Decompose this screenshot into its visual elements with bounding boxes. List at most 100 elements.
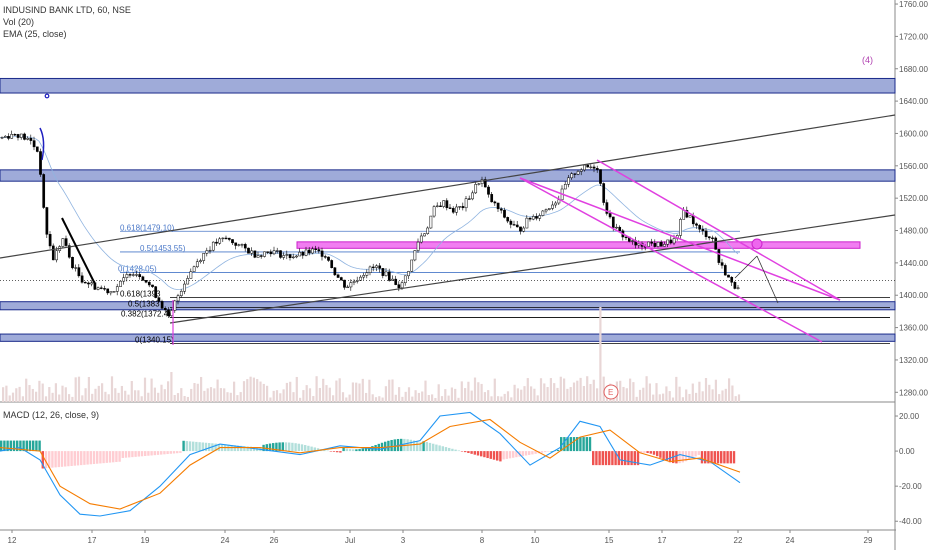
volume-bar [437,384,440,402]
macd-histogram-bar [489,451,492,459]
macd-histogram-bar [665,451,668,462]
symbol-title[interactable]: INDUSIND BANK LTD, 60, NSE [3,5,131,15]
macd-histogram-bar [441,446,444,452]
candle-body [99,287,103,289]
candle-body [39,151,42,175]
candle-body [51,245,55,261]
volume-bar [157,392,160,402]
macd-histogram-bar [22,440,25,452]
volume-bar [596,388,599,402]
volume-bar [223,388,226,402]
candle-body [13,134,17,136]
volume-bar [8,395,11,402]
candle-body [499,208,503,211]
volume-bar [638,389,642,402]
macd-histogram-bar [358,449,361,452]
volume-bar [282,389,285,402]
candle-body [509,220,513,225]
macd-histogram-bar [604,451,608,466]
volume-bar [21,396,24,402]
candle-body [679,219,682,236]
axes: 1760.001720.001680.001640.001600.001560.… [8,0,932,550]
candle-body [419,235,423,243]
candle-body [672,238,676,244]
volume-bar [219,388,222,402]
candle-body [733,281,737,289]
macd-histogram-bar [201,442,204,452]
volume-bar [183,396,186,402]
volume-bar [470,390,473,402]
macd-histogram-bar [704,451,707,464]
candle-body [701,228,705,232]
candle-body [189,271,193,279]
price-tick-label: 1280.00 [899,388,928,397]
projection-arrow-up [734,255,758,279]
candle-body [381,268,385,276]
volume-bar [401,396,404,402]
target-circle [751,238,763,250]
macd-histogram-bar [329,451,332,452]
candle-body [487,186,490,195]
candle-body [531,216,535,220]
price-tick-label: 1480.00 [899,227,928,236]
ema-indicator-label[interactable]: EMA (25, close) [3,29,67,39]
volume-bar [114,388,117,402]
macd-histogram-bar [656,451,659,457]
candle-body [656,241,660,247]
macd-histogram-bar [124,451,128,458]
macd-histogram-bar [195,441,198,452]
macd-histogram-bar [160,451,163,455]
macd-histogram-bar [601,451,604,466]
volume-bar [718,394,721,402]
candle-body [215,241,218,244]
macd-histogram-bar [64,451,67,467]
macd-histogram-bar [416,441,419,452]
macd-indicator-label[interactable]: MACD (12, 26, close, 9) [3,410,100,420]
macd-histogram-bar [649,451,652,454]
volume-bar [216,379,219,402]
candle-body [535,216,538,219]
earnings-circle [603,384,619,400]
macd-histogram-bar [492,451,496,460]
candle-body [576,171,580,175]
candle-body [10,134,14,139]
volume-bar [341,392,345,402]
macd-histogram-bar [153,451,156,456]
volume-bar [289,381,292,402]
macd-histogram-bar [540,451,544,453]
macd-histogram-bar [307,445,310,452]
candle-body [663,244,666,247]
candle-body [650,241,654,244]
macd-histogram-bar [92,451,96,465]
macd-histogram-bar [454,449,457,452]
candle-body [474,184,478,194]
volume-bar [167,381,170,402]
macd-histogram-bar [313,447,316,452]
macd-line [0,411,741,517]
volume-indicator-label[interactable]: Vol (20) [3,17,35,27]
candle-body [304,249,308,256]
volume-bar [473,377,477,402]
macd-histogram-bar [627,451,630,466]
candle-body [167,309,170,317]
macd-histogram-bar [140,451,144,457]
volume-bar [523,386,526,402]
macd-histogram-bar [297,443,300,452]
candle-body [266,251,270,253]
candle-body [506,217,510,222]
macd-histogram-bar [467,451,470,453]
candle-body [32,140,36,148]
volume-bar [107,394,110,402]
volume-bar [130,380,133,402]
volume-bar [533,388,536,402]
macd-histogram-bar [486,451,489,459]
candle-body [586,164,590,168]
volume-bar [411,396,414,402]
volume-bar [203,390,206,402]
macd-histogram-bar [457,450,460,452]
fib-label-1: 0.5(1453.55) [140,244,186,253]
candle-body [186,278,190,285]
volume-bar [447,395,450,402]
volume-bar [728,378,731,402]
